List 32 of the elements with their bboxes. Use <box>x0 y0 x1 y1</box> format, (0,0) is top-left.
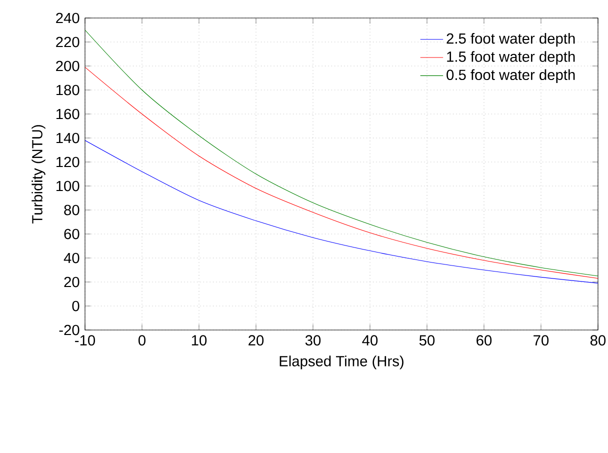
x-axis-title: Elapsed Time (Hrs) <box>280 355 404 370</box>
x-tick-label: 60 <box>476 335 492 346</box>
y-tick-label: 120 <box>56 156 80 168</box>
x-tick-label: 80 <box>590 335 606 346</box>
x-tick-label: 40 <box>362 335 378 346</box>
x-tick-label: 50 <box>419 335 435 346</box>
legend-label: 2.5 foot water depth <box>446 32 575 46</box>
x-tick-label: 30 <box>305 335 321 346</box>
y-tick-label: 200 <box>56 60 80 72</box>
y-tick-label: 80 <box>64 204 80 216</box>
y-tick-label: 60 <box>64 228 80 240</box>
y-axis-title: Turbidity (NTU) <box>32 124 46 224</box>
y-tick-label: 220 <box>56 36 80 48</box>
y-tick-label: 160 <box>56 108 80 120</box>
x-tick-label: 20 <box>248 335 264 346</box>
x-tick-label: -10 <box>75 335 96 346</box>
y-tick-label: 180 <box>56 84 80 96</box>
legend-label: 1.5 foot water depth <box>447 50 575 65</box>
x-tick-label: 10 <box>192 335 207 346</box>
line-series <box>85 30 598 276</box>
line-series <box>85 66 598 279</box>
y-tick-label: 240 <box>56 12 80 24</box>
x-tick-label: 70 <box>534 335 549 346</box>
y-tick-label: 0 <box>72 300 80 312</box>
y-tick-label: 100 <box>56 180 80 192</box>
line-series <box>85 140 598 284</box>
y-tick-label: 40 <box>64 252 80 264</box>
y-tick-label: 20 <box>64 276 80 288</box>
legend-label: 0.5 foot water depth <box>446 69 575 83</box>
y-tick-label: -20 <box>59 324 80 336</box>
x-tick-label: 0 <box>138 335 146 346</box>
y-tick-label: 140 <box>56 132 80 144</box>
